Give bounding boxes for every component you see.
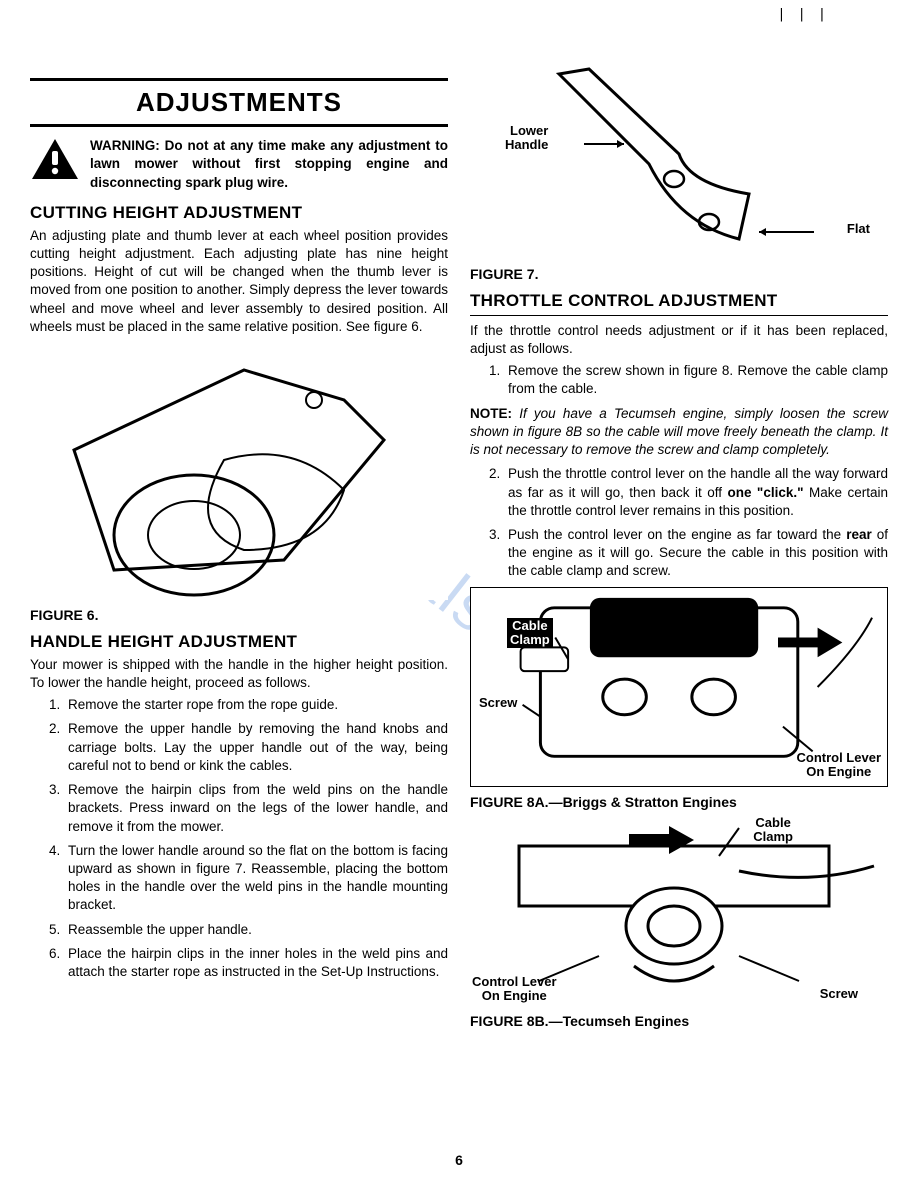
- fig8b-screw-label: Screw: [820, 987, 858, 1001]
- step3-bold: rear: [846, 527, 872, 542]
- warning-triangle-icon: [30, 137, 80, 181]
- handle-step-1: Remove the starter rope from the rope gu…: [64, 696, 448, 714]
- throttle-step-3: Push the control lever on the engine as …: [504, 526, 888, 581]
- throttle-note: NOTE: If you have a Tecumseh engine, sim…: [470, 405, 888, 460]
- figure-7-lower-handle-label: LowerHandle: [505, 124, 548, 153]
- figure-8b: CableClamp Control LeverOn Engine Screw: [470, 816, 888, 1006]
- throttle-heading: THROTTLE CONTROL ADJUSTMENT: [470, 290, 888, 313]
- fig8a-screw-label: Screw: [479, 696, 517, 710]
- handle-height-intro: Your mower is shipped with the handle in…: [30, 656, 448, 692]
- throttle-steps-2: Push the throttle control lever on the h…: [488, 465, 888, 580]
- figure-8b-label: FIGURE 8B.—Tecumseh Engines: [470, 1012, 888, 1031]
- warning-block: WARNING: Do not at any time make any adj…: [30, 137, 448, 192]
- throttle-rule: [470, 315, 888, 316]
- page-number: 6: [455, 1151, 463, 1170]
- handle-step-6: Place the hairpin clips in the inner hol…: [64, 945, 448, 981]
- handle-height-steps: Remove the starter rope from the rope gu…: [48, 696, 448, 981]
- page-columns: ADJUSTMENTS WARNING: Do not at any time …: [30, 60, 888, 1034]
- page-title: ADJUSTMENTS: [30, 85, 448, 120]
- warning-text: WARNING: Do not at any time make any adj…: [90, 137, 448, 192]
- figure-7-flat-label: Flat: [847, 222, 870, 236]
- throttle-steps-1: Remove the screw shown in figure 8. Remo…: [488, 362, 888, 398]
- throttle-step-2: Push the throttle control lever on the h…: [504, 465, 888, 520]
- handle-height-heading: HANDLE HEIGHT ADJUSTMENT: [30, 631, 448, 654]
- figure-6: [30, 340, 448, 600]
- note-body: If you have a Tecumseh engine, simply lo…: [470, 406, 888, 457]
- note-prefix: NOTE:: [470, 406, 512, 421]
- cutting-height-heading: CUTTING HEIGHT ADJUSTMENT: [30, 202, 448, 225]
- title-bar: ADJUSTMENTS: [30, 78, 448, 127]
- step2-bold: one "click.": [727, 485, 803, 500]
- fig8a-control-lever-label: Control LeverOn Engine: [796, 751, 881, 780]
- figure-7: LowerHandle Flat: [470, 64, 888, 259]
- figure-7-label: FIGURE 7.: [470, 265, 888, 284]
- cutting-height-body: An adjusting plate and thumb lever at ea…: [30, 227, 448, 336]
- figure-8a-label: FIGURE 8A.—Briggs & Stratton Engines: [470, 793, 888, 812]
- handle-step-5: Reassemble the upper handle.: [64, 921, 448, 939]
- figure-6-illustration: [30, 340, 448, 600]
- handle-step-3: Remove the hairpin clips from the weld p…: [64, 781, 448, 836]
- top-crop-marks: | | |: [777, 5, 828, 23]
- figure-6-label: FIGURE 6.: [30, 606, 448, 625]
- throttle-step-1: Remove the screw shown in figure 8. Remo…: [504, 362, 888, 398]
- handle-step-2: Remove the upper handle by removing the …: [64, 720, 448, 775]
- left-column: ADJUSTMENTS WARNING: Do not at any time …: [30, 60, 448, 1034]
- step3-a: Push the control lever on the engine as …: [508, 527, 846, 542]
- fig8b-control-lever-label: Control LeverOn Engine: [472, 975, 557, 1004]
- handle-step-4: Turn the lower handle around so the flat…: [64, 842, 448, 915]
- right-column: LowerHandle Flat FIGURE 7. THROTTLE CONT…: [470, 60, 888, 1034]
- fig8b-cable-clamp-label: CableClamp: [753, 816, 793, 845]
- throttle-intro: If the throttle control needs adjustment…: [470, 322, 888, 358]
- fig8a-cable-clamp-label: CableClamp: [507, 618, 553, 649]
- figure-7-illustration: [470, 64, 888, 259]
- figure-8a: CableClamp Screw Control LeverOn Engine: [470, 587, 888, 787]
